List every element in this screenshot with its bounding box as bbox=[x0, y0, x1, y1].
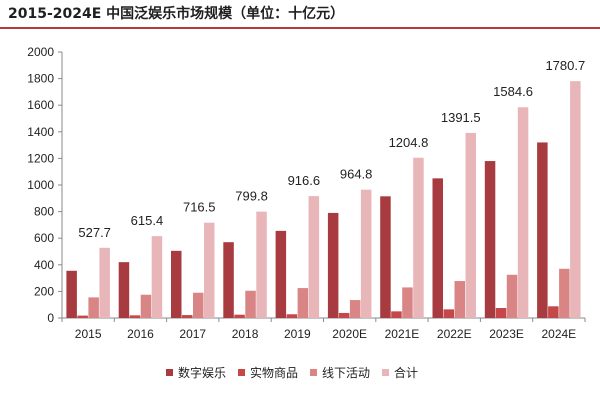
x-tick-label: 2023E bbox=[489, 327, 524, 341]
x-tick-label: 2021E bbox=[385, 327, 420, 341]
total-value-label: 1204.8 bbox=[389, 135, 429, 150]
bar bbox=[234, 314, 245, 318]
bar bbox=[327, 212, 339, 318]
y-tick-label: 2000 bbox=[27, 45, 54, 59]
bar bbox=[402, 287, 413, 318]
bar bbox=[465, 132, 476, 318]
bar bbox=[380, 196, 391, 318]
legend-item: 数字娱乐 bbox=[166, 365, 226, 380]
bar bbox=[443, 309, 454, 318]
bar bbox=[182, 315, 193, 318]
bar bbox=[338, 312, 350, 318]
y-tick-label: 0 bbox=[47, 311, 54, 325]
total-value-label: 799.8 bbox=[235, 189, 268, 204]
bar bbox=[391, 311, 402, 318]
x-axis: 2015 2016 2017 2018 2019 2020E 2021E 2022E 2023E… bbox=[61, 317, 586, 341]
y-tick-label: 600 bbox=[34, 231, 54, 245]
bar bbox=[66, 270, 77, 318]
legend-label: 合计 bbox=[394, 365, 418, 380]
bar bbox=[570, 81, 581, 318]
legend-item: 线下活动 bbox=[310, 366, 370, 380]
bar-chart: 0 200 400 600 800 1000 1200 1400 1600 1800 2000 20… bbox=[27, 45, 586, 380]
bar bbox=[484, 161, 496, 318]
legend-swatch bbox=[166, 369, 173, 376]
x-tick-label: 2018 bbox=[232, 327, 259, 341]
total-labels: 527.7 615.4 716.5 799.8 916.6 964.8 1204.8 1391… bbox=[78, 58, 585, 240]
total-value-label: 1780.7 bbox=[545, 58, 585, 73]
bar bbox=[223, 242, 234, 318]
bar bbox=[506, 274, 518, 318]
total-value-label: 1391.5 bbox=[441, 110, 481, 125]
bar bbox=[517, 107, 529, 318]
legend-label: 线下活动 bbox=[322, 366, 370, 380]
y-tick-label: 800 bbox=[34, 205, 54, 219]
bar bbox=[308, 196, 320, 318]
bar bbox=[88, 297, 99, 318]
y-axis: 0 200 400 600 800 1000 1200 1400 1600 1800 2000 bbox=[27, 45, 63, 325]
bar bbox=[275, 230, 287, 318]
x-tick-label: 2017 bbox=[179, 327, 206, 341]
bar bbox=[413, 157, 424, 318]
bar bbox=[495, 308, 507, 318]
x-tick-label: 2020E bbox=[332, 327, 367, 341]
total-value-label: 527.7 bbox=[78, 225, 111, 240]
bar bbox=[286, 314, 298, 318]
legend-label: 数字娱乐 bbox=[178, 365, 226, 380]
bar bbox=[245, 290, 256, 318]
chart-title: 2015-2024E 中国泛娱乐市场规模（单位：十亿元） bbox=[8, 6, 345, 22]
x-tick-label: 2019 bbox=[284, 327, 311, 341]
y-tick-label: 1000 bbox=[27, 178, 54, 192]
title-rule bbox=[0, 27, 600, 29]
bars bbox=[66, 81, 581, 318]
bar bbox=[432, 178, 443, 318]
legend-swatch bbox=[310, 369, 317, 376]
bar bbox=[129, 315, 141, 318]
total-value-label: 716.5 bbox=[183, 200, 216, 215]
bar bbox=[193, 292, 204, 318]
y-tick-label: 1800 bbox=[27, 72, 54, 86]
x-tick-label: 2015 bbox=[75, 327, 102, 341]
bar bbox=[537, 142, 548, 318]
bar bbox=[118, 262, 130, 318]
bar bbox=[297, 288, 309, 318]
bar bbox=[99, 247, 110, 318]
legend: 数字娱乐 实物商品 线下活动 合计 bbox=[166, 365, 418, 380]
bar bbox=[360, 189, 372, 318]
y-tick-label: 200 bbox=[34, 284, 54, 298]
bar bbox=[256, 211, 267, 318]
bar bbox=[151, 236, 163, 318]
y-tick-label: 1400 bbox=[27, 125, 54, 139]
bar bbox=[77, 315, 88, 318]
x-tick-label: 2016 bbox=[127, 327, 154, 341]
bar bbox=[349, 300, 361, 318]
total-value-label: 964.8 bbox=[340, 167, 373, 182]
y-tick-label: 1200 bbox=[27, 151, 54, 165]
total-value-label: 615.4 bbox=[131, 213, 164, 228]
x-tick-label: 2024E bbox=[541, 327, 576, 341]
y-tick-label: 400 bbox=[34, 258, 54, 272]
x-tick-label: 2022E bbox=[437, 327, 472, 341]
bar bbox=[140, 294, 152, 318]
legend-swatch bbox=[238, 369, 245, 376]
legend-swatch bbox=[382, 369, 389, 376]
legend-item: 合计 bbox=[382, 365, 418, 380]
total-value-label: 1584.6 bbox=[493, 84, 533, 99]
bar bbox=[204, 222, 215, 318]
legend-item: 实物商品 bbox=[238, 365, 298, 380]
bar bbox=[559, 268, 570, 318]
bar bbox=[548, 306, 559, 318]
total-value-label: 916.6 bbox=[288, 173, 321, 188]
legend-label: 实物商品 bbox=[250, 365, 298, 380]
bar bbox=[171, 250, 182, 318]
bar bbox=[454, 281, 465, 318]
y-tick-label: 1600 bbox=[27, 98, 54, 112]
